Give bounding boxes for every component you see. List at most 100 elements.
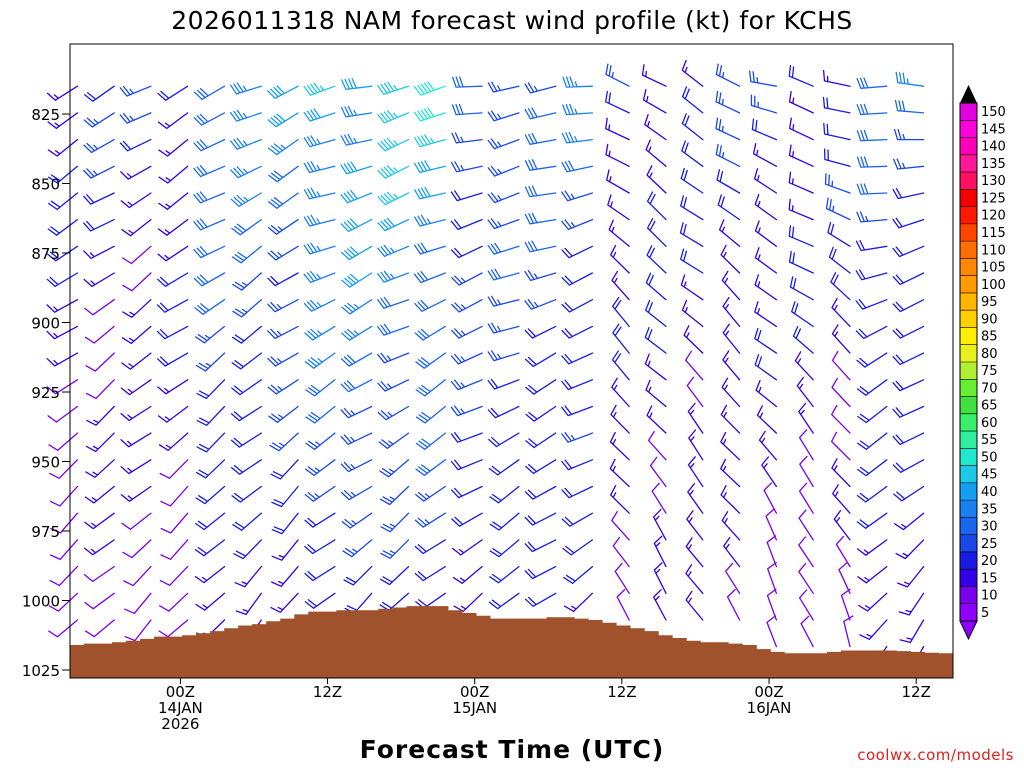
colorbar-label: 15 [981,571,998,586]
wind-barb [687,456,704,488]
wind-barb [644,114,667,141]
x-tick-label: 16JAN [747,699,792,717]
wind-barb [605,143,630,167]
wind-barb [119,112,152,124]
wind-barb [377,81,410,95]
colorbar-swatch [960,103,977,121]
x-tick-label: 00Z [754,683,783,701]
wind-barb [524,539,557,553]
wind-barb [644,353,667,381]
wind-barb [831,350,851,381]
wind-barb [83,165,115,179]
wind-barb [489,512,520,531]
wind-barb [157,218,189,236]
colorbar-min-arrow [959,620,978,641]
colorbar-label: 10 [981,589,998,604]
wind-barb [856,183,888,195]
wind-barb [271,565,299,587]
wind-barb [856,156,888,168]
wind-barb [195,352,226,372]
wind-barb [342,539,373,558]
wind-barb [524,485,557,500]
wind-barb [524,82,557,94]
credit-text: coolwx.com/models [857,746,1014,764]
wind-barb [894,99,925,114]
wind-barb [340,379,373,393]
wind-barb [754,193,778,221]
wind-barb [488,459,520,476]
wind-barb [856,352,888,368]
wind-barb [831,324,851,354]
wind-barb [84,485,115,504]
wind-barb [193,112,226,126]
wind-barb [84,85,115,102]
wind-barb [49,459,79,479]
wind-barb [612,536,630,568]
wind-barb [721,377,741,408]
wind-barb [46,325,79,340]
wind-barb [415,379,446,397]
wind-barb [754,274,778,301]
wind-barb [158,165,189,184]
wind-barb [831,377,851,408]
wind-barb [688,429,704,461]
wind-barb [893,158,925,170]
wind-barb [489,539,520,558]
colorbar-swatch [960,569,977,587]
terrain-surface [70,606,953,678]
wind-barb [340,105,373,118]
wind-barb [488,592,520,610]
wind-barb [193,138,226,152]
wind-barb [414,134,446,148]
wind-barb [561,190,594,202]
wind-barb [642,89,667,114]
wind-barb [159,459,189,479]
wind-barb [721,270,741,301]
wind-barb [158,619,189,638]
x-tick-label: 15JAN [452,699,497,717]
wind-barb [379,565,410,586]
wind-barb [831,404,851,434]
colorbar-swatch [960,465,977,484]
wind-barb [614,562,630,594]
wind-barb [828,246,851,274]
colorbar-swatch [960,172,977,190]
wind-barb [451,299,483,313]
colorbar-label: 130 [981,174,1006,189]
wind-barb [895,71,925,87]
wind-barb [822,69,851,87]
wind-barb [413,242,446,255]
wind-barb [119,85,152,97]
colorbar-swatch [960,154,977,173]
wind-barb [563,592,594,612]
wind-barb [414,325,446,341]
wind-barb [50,512,79,534]
wind-barb [413,271,446,284]
wind-barb [157,379,189,395]
colorbar-label: 100 [981,278,1006,293]
wind-barb [562,103,594,116]
wind-barb [561,218,594,231]
wind-barb [271,512,299,535]
colorbar-label: 65 [981,399,998,414]
wind-barb [561,245,594,259]
wind-barb [609,458,630,488]
wind-barb [86,379,115,400]
colorbar-swatch [960,603,977,622]
wind-barb [857,432,888,450]
wind-barb [231,485,262,503]
wind-barb [686,510,704,541]
wind-barb [894,512,925,531]
colorbar-swatch [960,120,977,139]
colorbar-swatch [960,534,977,553]
wind-barb [340,218,373,233]
wind-barb [831,458,851,488]
wind-barb [230,459,262,475]
wind-barb [303,214,336,227]
wind-barb [85,352,115,372]
wind-barb [798,536,814,568]
wind-barb [680,274,704,301]
wind-barb [46,379,79,395]
wind-barb [340,133,373,146]
wind-barb [646,191,667,221]
